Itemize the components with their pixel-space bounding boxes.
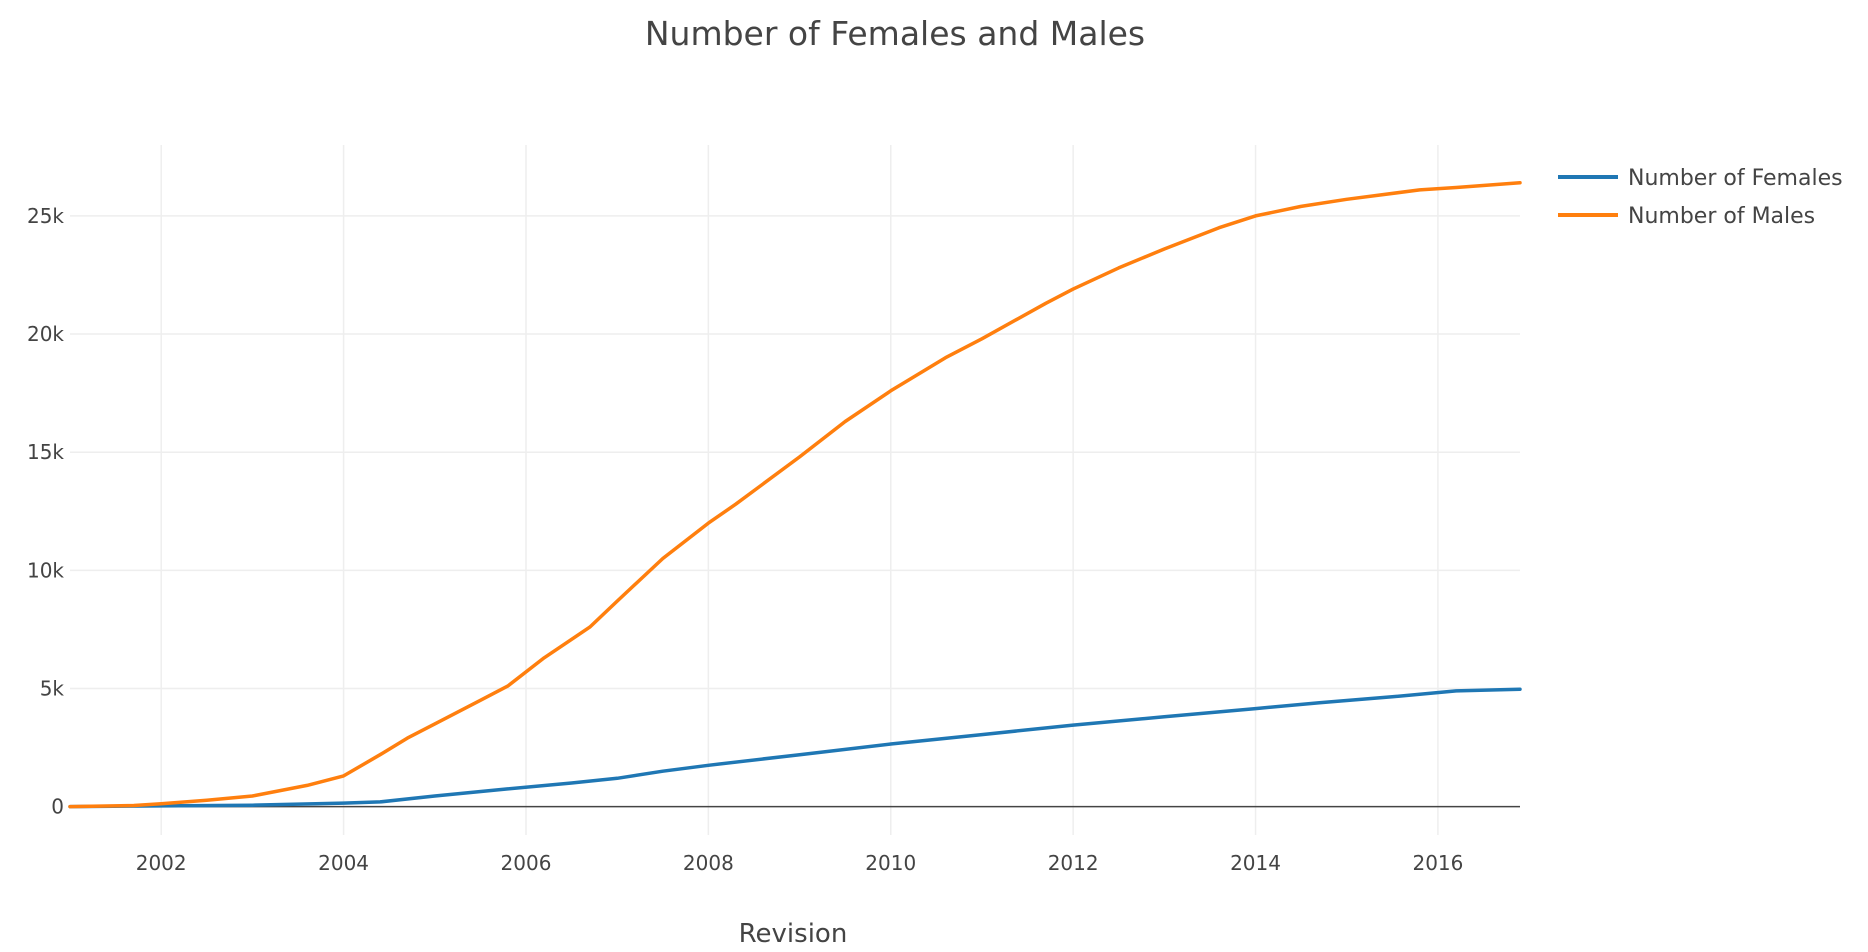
x-tick-label: 2010 xyxy=(865,851,916,875)
series-line-females[interactable] xyxy=(68,687,1522,809)
y-tick-label: 20k xyxy=(27,322,64,346)
x-tick-label: 2006 xyxy=(501,851,552,875)
x-tick-label: 2008 xyxy=(683,851,734,875)
grid-layer xyxy=(70,145,1520,835)
x-tick-label: 2016 xyxy=(1412,851,1463,875)
y-tick-label: 25k xyxy=(27,204,64,228)
x-tick-label: 2012 xyxy=(1048,851,1099,875)
legend-item-females[interactable]: Number of Females xyxy=(1558,166,1843,191)
series-line-males[interactable] xyxy=(68,181,1522,809)
y-tick-label: 10k xyxy=(27,558,64,582)
legend-label-females: Number of Females xyxy=(1628,166,1843,191)
y-tick-label: 5k xyxy=(40,676,65,700)
x-tick-label: 2014 xyxy=(1230,851,1281,875)
x-tick-label: 2004 xyxy=(318,851,369,875)
series-layer xyxy=(68,181,1522,809)
y-tick-label: 0 xyxy=(51,795,64,819)
tick-label-layer: 2002 2004 2006 2008 2010 2012 2014 2016 0 5k 10k 15… xyxy=(27,204,1463,875)
legend-label-males: Number of Males xyxy=(1628,204,1815,229)
legend-item-males[interactable]: Number of Males xyxy=(1558,204,1815,229)
y-tick-label: 15k xyxy=(27,440,64,464)
x-axis-label: Revision xyxy=(739,919,848,949)
x-tick-label: 2002 xyxy=(136,851,187,875)
chart-title: Number of Females and Males xyxy=(645,14,1145,53)
legend[interactable]: Number of Females Number of Males xyxy=(1558,166,1843,229)
